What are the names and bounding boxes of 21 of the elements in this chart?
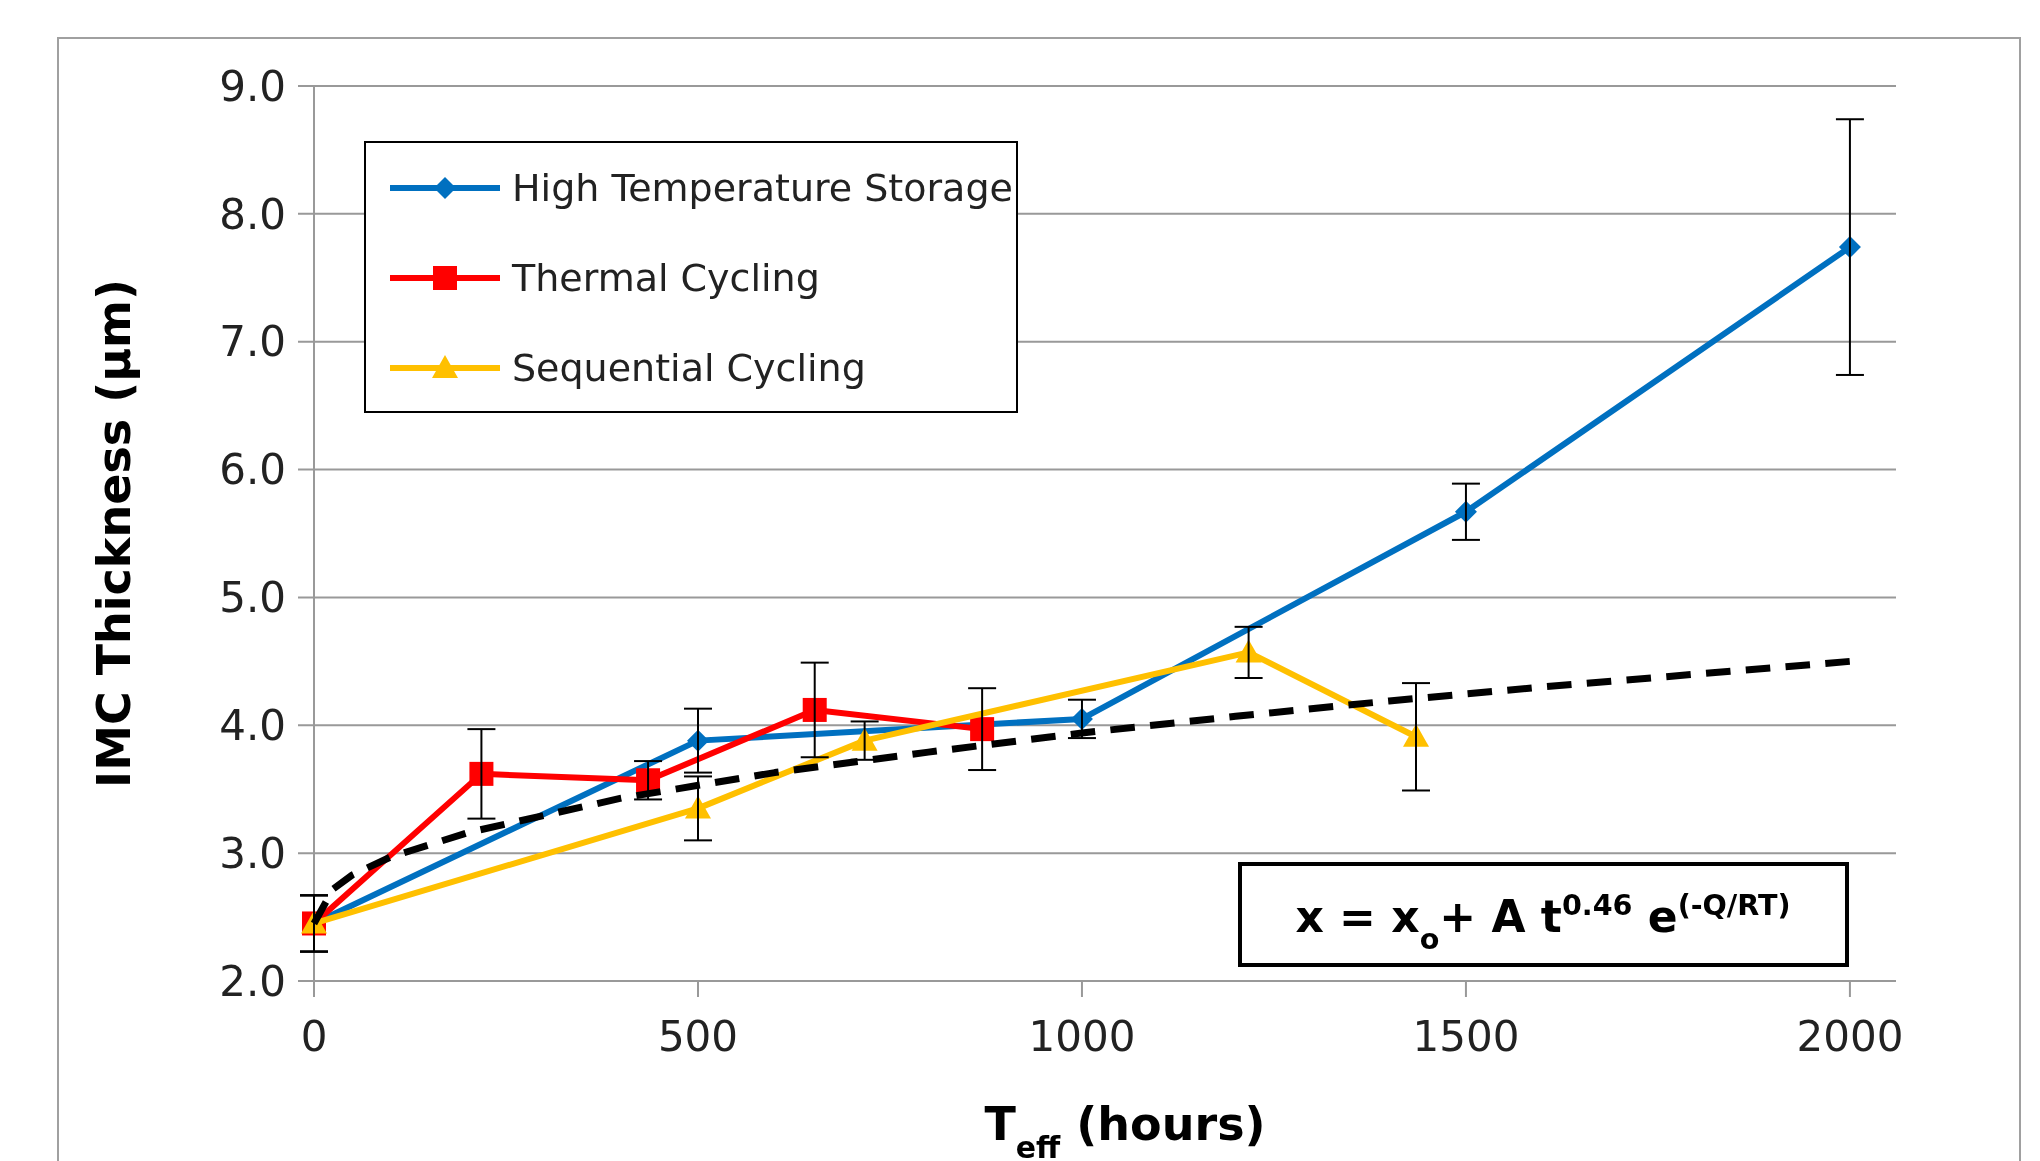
y-tick-label: 9.0	[219, 61, 286, 111]
point	[469, 761, 494, 786]
y-tick-label: 4.0	[219, 700, 286, 750]
x-tick-label: 0	[300, 1012, 328, 1061]
y-axis-title: IMC Thickness (µm)	[87, 279, 141, 788]
annotation: x = x$_{o}$+ A t$^{0.46}$ e$^{(-Q/RT)}$	[1295, 888, 1791, 956]
point	[802, 697, 827, 722]
x-tick-label: 2000	[1796, 1012, 1904, 1061]
legend-label: Sequential Cycling	[512, 346, 866, 391]
y-tick-label: 5.0	[219, 573, 286, 623]
legend-label: High Temperature Storage	[512, 166, 1013, 211]
y-tick-label: 7.0	[219, 317, 286, 367]
y-tick-label: 6.0	[219, 445, 286, 495]
x-tick-label: 500	[657, 1012, 739, 1061]
x-axis-title: T$_{eff}$ (hours)	[984, 1097, 1266, 1161]
x-tick-label: 1000	[1028, 1012, 1136, 1061]
legend-label: Thermal Cycling	[511, 256, 820, 301]
y-tick-label: 3.0	[219, 828, 286, 878]
y-tick-label: 8.0	[219, 189, 286, 239]
y-tick-label: 2.0	[219, 956, 286, 1006]
x-tick-label: 1500	[1412, 1012, 1520, 1061]
